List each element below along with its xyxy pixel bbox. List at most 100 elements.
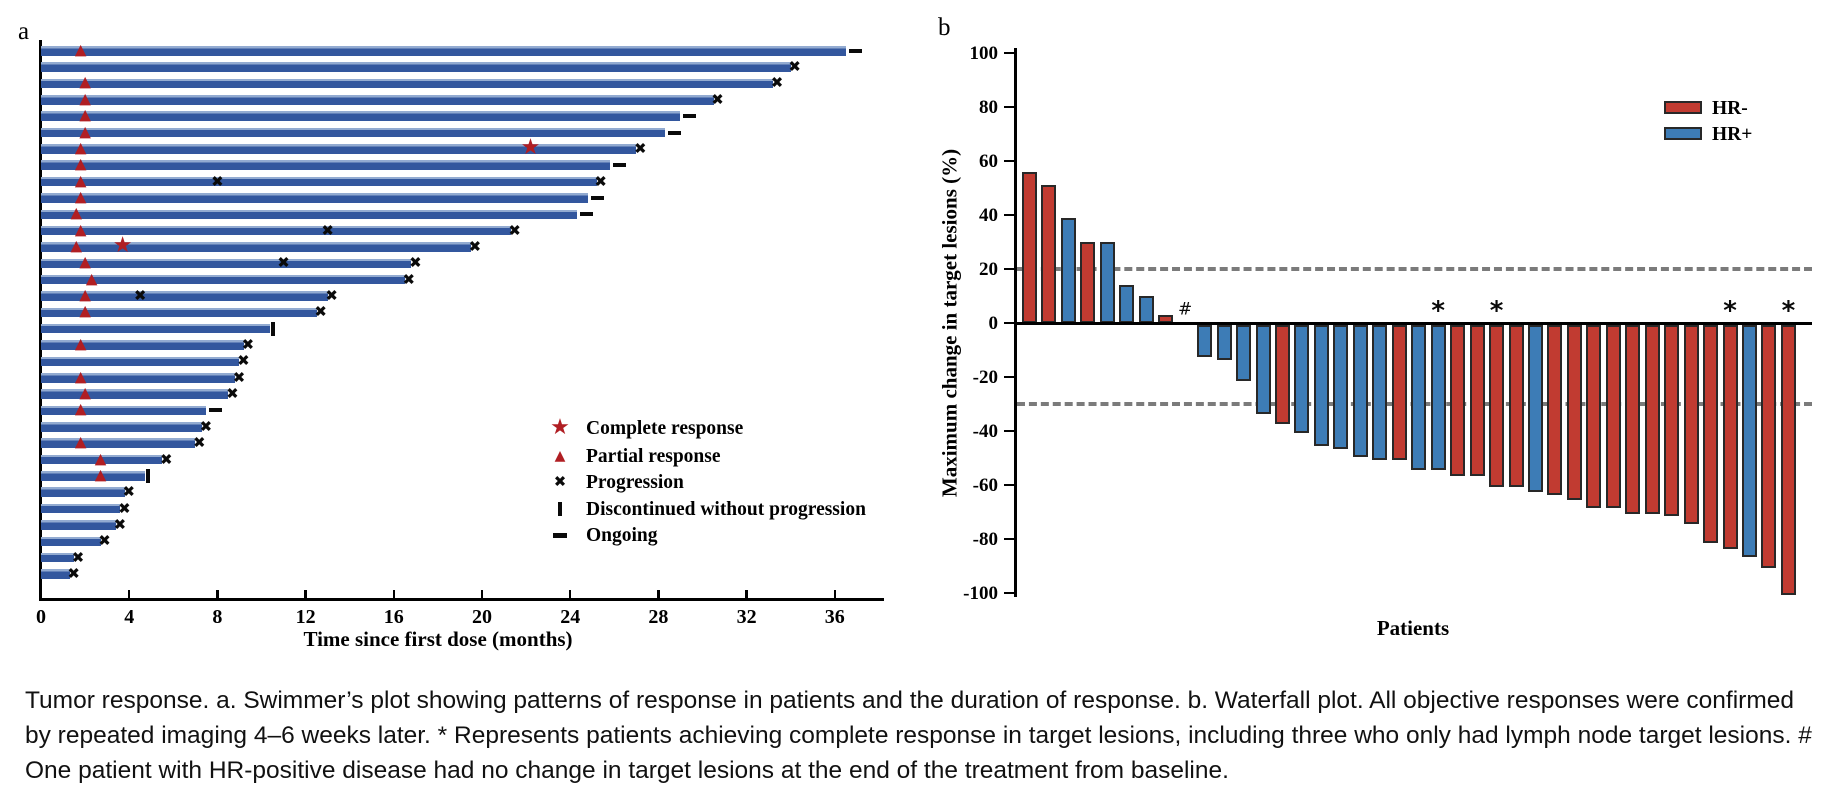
waterfall-y-tick-label: -20: [972, 367, 998, 388]
partial-response-marker: ▲: [74, 334, 87, 353]
waterfall-y-tick: [1004, 429, 1014, 433]
progression-end-marker: ✖: [118, 499, 131, 518]
swimmer-bar: [41, 62, 791, 72]
progression-end-marker: ✖: [711, 90, 724, 109]
swimmer-x-tick: [480, 590, 484, 598]
progression-end-marker: ✖: [232, 368, 246, 387]
swimmer-bar: [41, 78, 774, 89]
waterfall-bar: [1274, 324, 1290, 425]
swimmer-bar: [41, 193, 588, 203]
waterfall-y-tick-label: -80: [972, 529, 998, 550]
waterfall-bar: [1430, 324, 1446, 471]
waterfall-bar: [1022, 171, 1037, 323]
waterfall-bar: [1625, 324, 1641, 514]
waterfall-bar: [1469, 324, 1485, 476]
partial-response-marker: ▲: [74, 154, 87, 173]
waterfall-bar: [1313, 324, 1329, 446]
progression-end-marker: ✖: [113, 515, 127, 534]
complete-response-asterisk: *: [1431, 296, 1445, 326]
swimmer-bar: [41, 520, 116, 530]
progression-end-marker: ✖: [508, 221, 521, 240]
swimmer-bar: [41, 536, 101, 546]
legend-discontinued-icon: [558, 502, 562, 516]
waterfall-bar: [1508, 324, 1524, 487]
waterfall-bar: [1547, 324, 1563, 495]
swimmer-bar: [41, 209, 577, 219]
partial-response-marker: ▲: [79, 122, 91, 140]
waterfall-y-tick: [1004, 375, 1014, 379]
legend-label: Partial response: [586, 446, 721, 467]
waterfall-bar: [1780, 324, 1796, 595]
partial-response-marker: ▲: [70, 236, 83, 255]
waterfall-y-tick-label: -40: [972, 421, 998, 442]
waterfall-bar: [1703, 324, 1719, 544]
waterfall-bar: [1041, 185, 1057, 323]
partial-response-marker: ▲: [85, 269, 98, 288]
partial-response-marker: ▲: [74, 399, 87, 418]
swimmer-bar: [41, 225, 511, 236]
waterfall-y-tick-label: 0: [988, 313, 999, 334]
waterfall-y-tick: [1004, 105, 1014, 109]
partial-response-marker: ▲: [74, 40, 87, 59]
waterfall-y-tick-label: 20: [979, 259, 998, 280]
partial-response-marker: ▲: [79, 72, 91, 91]
swimmer-bar: [41, 422, 202, 432]
waterfall-bar: [1450, 324, 1466, 476]
swimmer-bar: [41, 258, 412, 269]
swimmer-bar: [41, 242, 471, 252]
partial-response-marker: ▲: [74, 220, 87, 239]
waterfall-y-tick: [1004, 267, 1014, 271]
panel-b-label: b: [938, 14, 951, 41]
waterfall-y-tick: [1004, 213, 1014, 217]
waterfall-bar: [1060, 217, 1076, 323]
discontinued-end-marker: [145, 468, 150, 483]
waterfall-zero-line: [1014, 321, 1812, 325]
swimmer-bar: [41, 438, 196, 448]
waterfall-y-tick-label: -60: [972, 475, 998, 496]
waterfall-bar: [1197, 324, 1213, 357]
swimmer-plot-panel: a Time since first dose (months) 0 4 8 12 16…: [0, 0, 920, 680]
swimmer-x-tick-label: 28: [648, 606, 669, 628]
waterfall-y-tick: [1004, 51, 1014, 55]
swimmer-x-tick-label: 36: [824, 606, 845, 628]
swimmer-x-tick-label: 32: [736, 606, 757, 628]
swimmer-bar: [41, 176, 597, 187]
partial-response-marker: ▲: [74, 138, 87, 157]
ongoing-end-marker: [683, 114, 697, 119]
swimmer-bar: [41, 111, 681, 121]
swimmer-x-tick-label: 12: [295, 606, 316, 628]
waterfall-bar: [1586, 324, 1602, 509]
waterfall-bar: [1761, 324, 1777, 568]
swimmer-bar: [41, 373, 236, 383]
progression-end-marker: ✖: [237, 351, 250, 370]
partial-response-marker: ▲: [74, 171, 87, 190]
complete-response-asterisk: *: [1723, 296, 1737, 326]
waterfall-bar: [1333, 324, 1349, 449]
swimmer-bar: [41, 307, 317, 318]
swimmer-bar: [41, 356, 240, 367]
progression-end-marker: ✖: [770, 73, 784, 92]
legend-label: HR+: [1712, 124, 1753, 145]
progression-end-marker: ✖: [67, 564, 80, 583]
legend-swatch-hrplus: [1664, 127, 1702, 140]
progression-end-marker: ✖: [193, 433, 206, 452]
legend-ongoing-icon: [553, 532, 567, 538]
ongoing-end-marker: [209, 408, 223, 413]
partial-response-marker: ▲: [74, 432, 87, 451]
waterfall-bar: [1566, 324, 1582, 500]
progression-end-marker: ✖: [122, 482, 136, 501]
partial-response-marker: ▲: [94, 449, 107, 467]
ongoing-end-marker: [612, 163, 626, 168]
progression-end-marker: ✖: [314, 302, 327, 321]
partial-response-marker: ▲: [79, 383, 91, 402]
legend-label: Ongoing: [586, 525, 658, 546]
partial-response-marker: ▲: [74, 187, 87, 206]
partial-response-marker: ▲: [94, 465, 107, 484]
waterfall-y-tick: [1004, 321, 1014, 325]
progression-end-marker: ✖: [226, 384, 239, 403]
swimmer-x-tick: [216, 590, 219, 598]
waterfall-bar: [1294, 324, 1310, 433]
waterfall-bar: [1119, 285, 1135, 323]
swimmer-x-tick: [392, 590, 396, 598]
